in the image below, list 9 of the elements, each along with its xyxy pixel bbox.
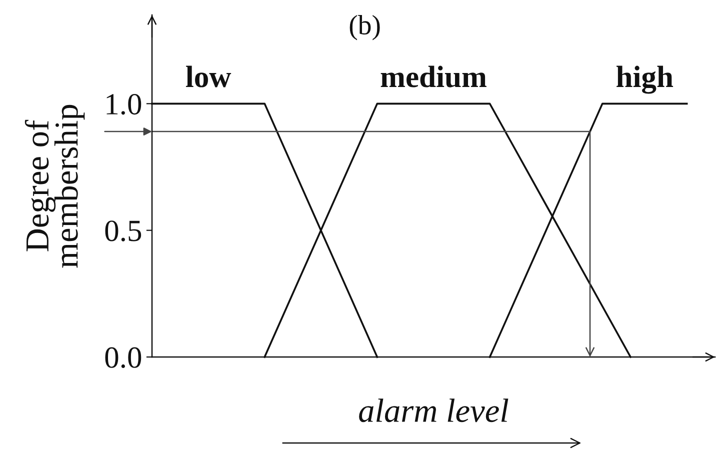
y-tick-label: 1.0 — [106, 94, 142, 115]
series-label: low — [186, 66, 232, 88]
y-tick-label: 0.5 — [105, 220, 142, 242]
y-tick-label: 0.0 — [105, 347, 142, 368]
chart-title: (b) — [350, 15, 380, 40]
series-label: high — [616, 66, 674, 94]
y-axis-title: Degree of membership — [24, 104, 85, 268]
series-label: medium — [380, 66, 486, 88]
x-axis-title: alarm level — [359, 398, 508, 422]
